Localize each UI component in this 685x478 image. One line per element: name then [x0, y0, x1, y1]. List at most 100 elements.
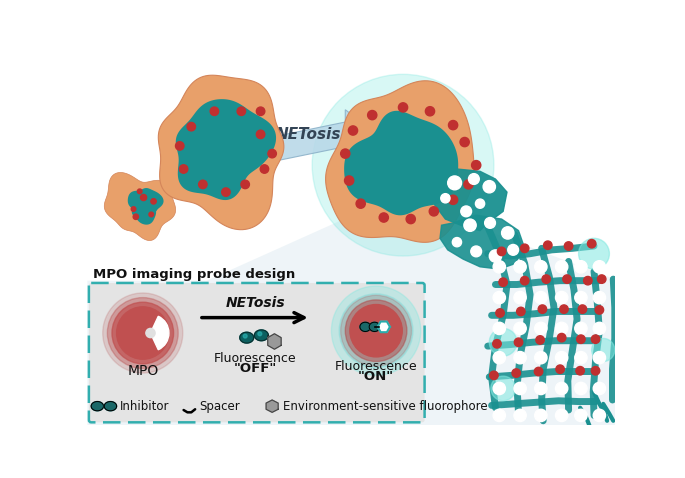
Circle shape: [592, 338, 614, 361]
Text: "ON": "ON": [358, 370, 394, 383]
Circle shape: [493, 351, 506, 364]
Polygon shape: [176, 99, 276, 200]
Circle shape: [512, 369, 521, 377]
Circle shape: [556, 409, 568, 422]
Circle shape: [469, 174, 479, 185]
Circle shape: [448, 176, 462, 190]
Circle shape: [556, 365, 564, 373]
Polygon shape: [440, 215, 525, 269]
Polygon shape: [266, 400, 278, 413]
Circle shape: [535, 322, 547, 335]
Circle shape: [340, 149, 350, 158]
Circle shape: [449, 195, 458, 205]
Circle shape: [575, 351, 587, 364]
Circle shape: [116, 307, 169, 359]
Polygon shape: [158, 75, 284, 229]
Circle shape: [514, 382, 526, 395]
Polygon shape: [104, 402, 116, 411]
Circle shape: [558, 334, 566, 342]
Circle shape: [534, 367, 543, 376]
Circle shape: [475, 199, 485, 208]
Text: Spacer: Spacer: [199, 400, 240, 413]
Circle shape: [514, 261, 526, 273]
Circle shape: [199, 180, 207, 189]
Circle shape: [538, 305, 547, 314]
Circle shape: [575, 322, 587, 335]
Circle shape: [210, 107, 219, 116]
Circle shape: [489, 250, 501, 262]
Circle shape: [268, 150, 276, 158]
Circle shape: [556, 292, 568, 304]
Polygon shape: [256, 110, 378, 165]
Text: "OFF": "OFF": [234, 361, 277, 375]
Circle shape: [593, 292, 606, 304]
Circle shape: [449, 120, 458, 130]
Circle shape: [356, 199, 365, 208]
Circle shape: [575, 261, 587, 273]
Circle shape: [493, 292, 506, 304]
Circle shape: [493, 382, 506, 395]
Circle shape: [149, 212, 153, 217]
Circle shape: [593, 261, 606, 273]
Circle shape: [339, 294, 413, 368]
Circle shape: [471, 161, 481, 170]
Polygon shape: [325, 81, 474, 242]
Circle shape: [535, 382, 547, 395]
Circle shape: [345, 176, 353, 185]
Circle shape: [544, 241, 552, 250]
Polygon shape: [360, 322, 371, 331]
Circle shape: [237, 107, 245, 116]
Polygon shape: [104, 173, 175, 240]
Circle shape: [350, 304, 402, 357]
Circle shape: [556, 382, 568, 395]
Text: NETosis: NETosis: [275, 127, 341, 142]
Polygon shape: [128, 188, 164, 218]
Circle shape: [399, 103, 408, 112]
Circle shape: [345, 300, 407, 361]
Polygon shape: [430, 169, 507, 230]
Circle shape: [140, 195, 147, 201]
Circle shape: [464, 219, 476, 231]
Circle shape: [514, 351, 526, 364]
Circle shape: [332, 286, 421, 375]
Polygon shape: [268, 334, 281, 349]
Circle shape: [560, 305, 568, 314]
Polygon shape: [369, 322, 380, 331]
Polygon shape: [377, 322, 390, 332]
Circle shape: [108, 298, 178, 369]
Circle shape: [256, 107, 265, 116]
Circle shape: [493, 409, 506, 422]
Circle shape: [485, 217, 495, 228]
Circle shape: [535, 292, 547, 304]
Circle shape: [471, 246, 482, 257]
Circle shape: [514, 322, 526, 335]
Circle shape: [584, 276, 592, 285]
Circle shape: [312, 74, 494, 256]
Circle shape: [576, 367, 584, 375]
Circle shape: [349, 126, 358, 135]
Circle shape: [521, 244, 529, 252]
Circle shape: [593, 322, 606, 335]
Circle shape: [575, 292, 587, 304]
Circle shape: [483, 181, 495, 193]
Wedge shape: [151, 316, 169, 350]
Polygon shape: [91, 402, 103, 411]
Circle shape: [542, 275, 551, 283]
Circle shape: [514, 409, 526, 422]
Circle shape: [595, 306, 603, 314]
Circle shape: [535, 261, 547, 273]
Circle shape: [575, 382, 587, 395]
Circle shape: [179, 165, 188, 173]
Polygon shape: [88, 196, 619, 425]
Circle shape: [464, 180, 473, 189]
Circle shape: [489, 328, 517, 356]
Text: Fluorescence: Fluorescence: [335, 360, 417, 373]
Circle shape: [425, 107, 434, 116]
Circle shape: [493, 339, 501, 348]
Text: Fluorescence: Fluorescence: [214, 351, 297, 365]
Polygon shape: [254, 330, 269, 341]
Polygon shape: [344, 111, 458, 215]
Circle shape: [514, 338, 523, 347]
Circle shape: [516, 307, 525, 315]
Circle shape: [340, 295, 412, 366]
